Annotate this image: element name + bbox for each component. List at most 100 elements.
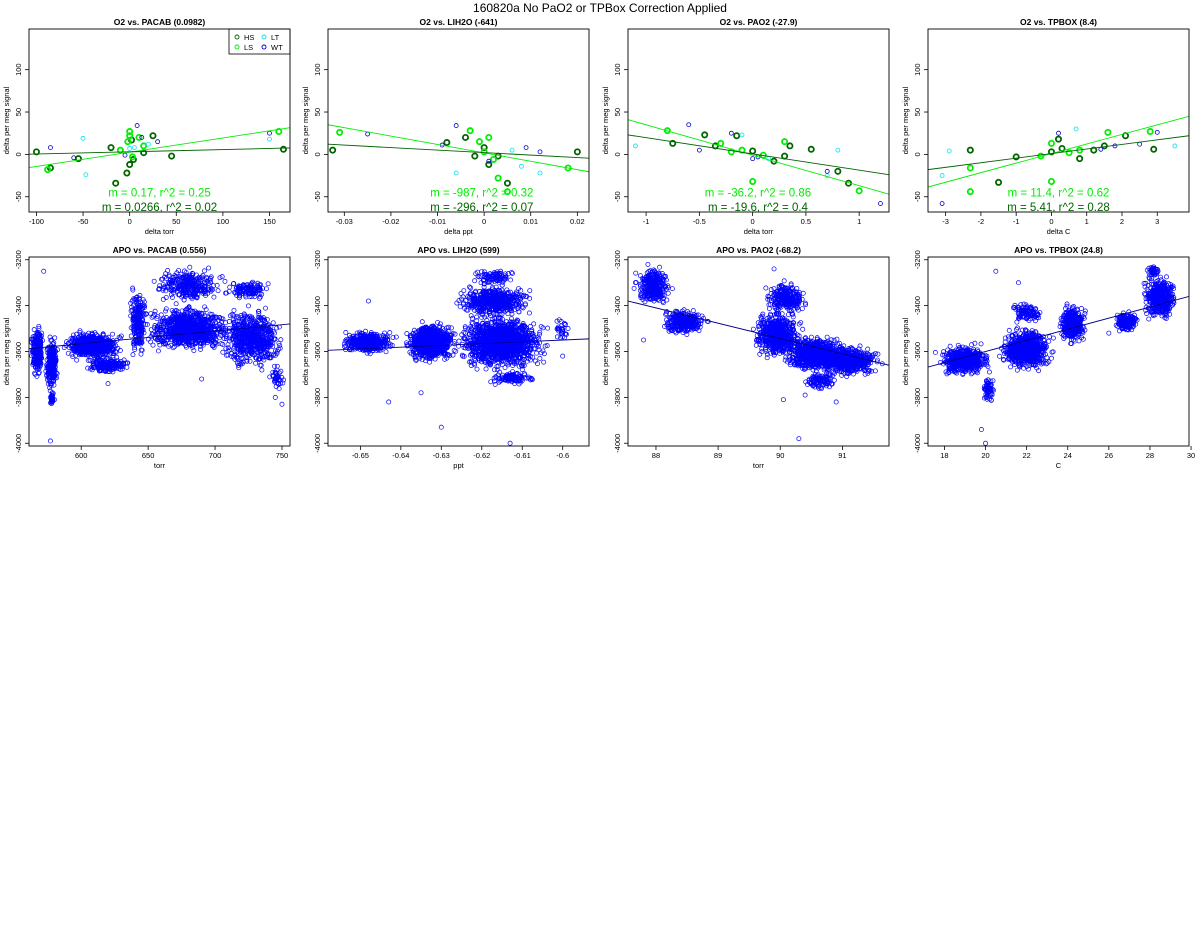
panel-title: O2 vs. LIH2O (-641) — [420, 17, 498, 27]
data-point — [272, 363, 277, 369]
data-point — [276, 340, 282, 346]
data-point — [231, 332, 236, 338]
data-point — [113, 360, 119, 366]
data-point — [169, 331, 174, 337]
data-point — [110, 331, 115, 337]
data-point — [136, 297, 142, 302]
fit-annotation-LS: m = 11.4, r^2 = 0.62 — [1008, 188, 1110, 200]
x-tick-label: 0 — [482, 217, 486, 226]
data-point — [127, 146, 133, 151]
data-point — [241, 333, 247, 339]
data-point — [380, 344, 386, 350]
data-point — [824, 168, 830, 174]
fit-line-HS — [628, 134, 889, 176]
data-point — [265, 354, 271, 360]
data-point — [44, 357, 50, 363]
x-tick-label: 150 — [263, 217, 276, 226]
data-point — [189, 270, 195, 276]
plot-area: m = -987, r^2 = 0.32m = -296, r^2 = 0.07 — [328, 123, 589, 214]
panel-2: O2 vs. LIH2O (-641) m = -987, r^2 = 0.32m… — [301, 17, 590, 236]
legend-label: WT — [271, 43, 283, 52]
data-point — [114, 363, 119, 369]
data-point — [149, 331, 155, 337]
data-point — [139, 313, 145, 319]
data-point — [1073, 126, 1079, 132]
data-point — [98, 348, 104, 353]
data-point — [236, 295, 242, 301]
fit-annotation-HS: m = -296, r^2 = 0.07 — [430, 202, 533, 214]
data-point — [137, 303, 143, 309]
data-point — [128, 325, 134, 331]
data-point — [878, 201, 883, 206]
data-point — [485, 133, 493, 141]
data-point — [253, 331, 259, 337]
data-point — [171, 287, 177, 293]
data-point — [160, 339, 166, 345]
y-tick-label: 0 — [14, 152, 23, 156]
data-point — [770, 157, 778, 165]
data-point — [128, 333, 134, 339]
data-point — [217, 324, 223, 330]
data-point — [187, 317, 193, 323]
data-point — [65, 350, 71, 356]
data-point — [164, 323, 170, 329]
data-point — [236, 293, 242, 299]
plot-area: m = 11.4, r^2 = 0.62m = 5.41, r^2 = 0.28 — [928, 115, 1189, 212]
data-point — [537, 170, 543, 176]
data-point — [221, 336, 227, 342]
data-point — [750, 156, 756, 162]
data-point — [212, 315, 218, 321]
data-point — [259, 328, 265, 334]
data-point — [244, 316, 250, 322]
outlier-point — [272, 394, 278, 400]
data-point — [390, 335, 396, 340]
data-point — [69, 339, 74, 345]
y-tick-label: -50 — [14, 191, 23, 202]
data-point — [248, 349, 253, 355]
data-point — [199, 274, 205, 280]
data-point — [37, 341, 42, 347]
data-point — [190, 339, 196, 345]
data-point — [226, 326, 232, 331]
data-point — [264, 351, 270, 357]
data-point — [519, 163, 524, 169]
data-point — [120, 364, 126, 370]
data-point — [128, 153, 136, 161]
data-point — [109, 365, 115, 371]
data-point — [139, 135, 145, 140]
data-point — [280, 380, 286, 386]
data-point — [1090, 146, 1098, 154]
data-point — [139, 331, 145, 337]
outlier-point — [47, 438, 53, 444]
data-point — [267, 136, 272, 142]
data-point — [108, 345, 114, 350]
data-point — [169, 287, 175, 292]
data-point — [204, 340, 210, 346]
y-axis-label: delta per meg signal — [2, 86, 11, 154]
outlier-point — [105, 381, 111, 387]
data-point — [240, 351, 246, 357]
x-axis-label: delta torr — [744, 227, 774, 236]
data-point — [738, 146, 746, 154]
data-point — [75, 338, 81, 344]
data-point — [225, 348, 231, 354]
data-point — [786, 142, 794, 150]
fit-line-HS — [928, 135, 1189, 171]
data-point — [241, 315, 247, 321]
x-tick-label: -0.5 — [693, 217, 706, 226]
data-point — [393, 334, 399, 340]
data-point — [176, 274, 182, 280]
series-LT — [453, 147, 543, 176]
data-point — [272, 330, 278, 336]
panel-title: O2 vs. TPBOX (8.4) — [1020, 17, 1097, 27]
panel-title: APO vs. LIH2O (599) — [417, 245, 499, 255]
data-point — [148, 327, 154, 333]
x-axis-label: torr — [154, 461, 166, 470]
data-point — [87, 357, 93, 363]
fit-line-LS — [628, 119, 889, 195]
data-point — [270, 320, 276, 326]
point-cloud — [29, 264, 287, 444]
data-point — [259, 345, 265, 351]
data-point — [195, 275, 201, 281]
data-point — [47, 334, 53, 340]
